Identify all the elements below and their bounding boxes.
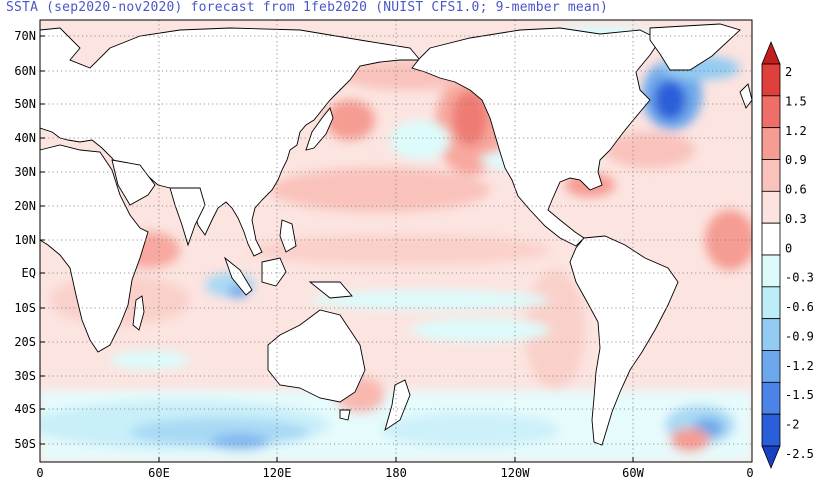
lon-label: 180 [385, 466, 407, 480]
arabia-landmass [111, 159, 156, 206]
colorbar-level-label: 2 [785, 65, 792, 79]
colorbar-swatch [761, 63, 781, 97]
lat-label: 20S [14, 335, 36, 349]
japan-landmass [305, 107, 334, 151]
colorbar-level-label: -2 [785, 418, 799, 432]
colorbar-swatch [761, 95, 781, 129]
lat-label: 40S [14, 402, 36, 416]
tasmania-landmass [339, 409, 351, 421]
colorbar-level-label: 1.5 [785, 94, 807, 108]
colorbar-level-label: -0.3 [785, 271, 814, 285]
lon-label: 120W [501, 466, 531, 480]
madagascar-landmass [132, 295, 145, 331]
colorbar-swatch [761, 318, 781, 351]
colorbar-level-label: 0.9 [785, 153, 807, 167]
lon-label: 0 [36, 466, 43, 480]
colorbar-level-label: -0.9 [785, 329, 814, 343]
colorbar-swatch [761, 190, 781, 224]
colorbar-level-label: 0.6 [785, 183, 807, 197]
australia-landmass [267, 309, 366, 403]
colorbar-level-label: -2.5 [785, 447, 814, 461]
colorbar-swatch [761, 222, 781, 256]
lat-label: 10N [14, 233, 36, 247]
lat-label: 30S [14, 369, 36, 383]
map-title: SSTA (sep2020-nov2020) forecast from 1fe… [6, 0, 608, 15]
colorbar-level-label: -1.2 [785, 359, 814, 373]
lat-label: 50S [14, 437, 36, 451]
lat-label: 20N [14, 199, 36, 213]
lon-label: 0 [746, 466, 753, 480]
sumatra-landmass [224, 256, 253, 296]
greenland-landmass [649, 23, 741, 71]
north-america-landmass [411, 27, 661, 247]
lat-label: 60N [14, 64, 36, 78]
longitude-labels: 0 60E 120E 180 120W 60W 0 [36, 466, 753, 480]
colorbar-swatch [761, 127, 781, 160]
lon-label: 120E [263, 466, 292, 480]
philippines-landmass [279, 219, 297, 253]
lat-label: 10S [14, 301, 36, 315]
lat-label: 70N [14, 29, 36, 43]
colorbar-swatches [761, 40, 781, 470]
colorbar-swatch [761, 286, 781, 320]
india-landmass [169, 187, 206, 247]
land-masses [39, 23, 753, 446]
lat-label: 50N [14, 97, 36, 111]
colorbar-level-label: 0.3 [785, 212, 807, 226]
latitude-labels: 70N 60N 50N 40N 30N 20N 10N EQ 10S 20S 3… [14, 29, 36, 451]
colorbar-labels: 2 1.5 1.2 0.9 0.6 0.3 0 -0.3 -0.6 -0.9 -1.2 -1.5 -2 -… [785, 65, 814, 461]
colorbar-level-label: -1.5 [785, 388, 814, 402]
lat-label: 40N [14, 131, 36, 145]
lat-label: 30N [14, 165, 36, 179]
new-guinea-landmass [308, 281, 353, 299]
lat-label: EQ [22, 266, 36, 280]
colorbar-swatch [761, 350, 781, 383]
colorbar-swatch [761, 254, 781, 288]
colorbar-bottom-arrow [761, 445, 781, 470]
colorbar-top-arrow [761, 40, 781, 65]
colorbar-swatch [761, 159, 781, 192]
axis-ticks [40, 35, 634, 462]
colorbar-swatch [761, 413, 781, 447]
africa-landmass [39, 144, 149, 353]
colorbar-level-label: -0.6 [785, 300, 814, 314]
map-grid [40, 20, 752, 462]
lon-label: 60W [622, 466, 644, 480]
south-america-landmass [569, 235, 679, 446]
colorbar-level-label: 1.2 [785, 124, 807, 138]
colorbar-swatch [761, 381, 781, 415]
lon-label: 60E [148, 466, 170, 480]
colorbar-level-label: 0 [785, 241, 792, 255]
borneo-landmass [261, 257, 287, 287]
new-zealand-landmass [384, 379, 411, 432]
